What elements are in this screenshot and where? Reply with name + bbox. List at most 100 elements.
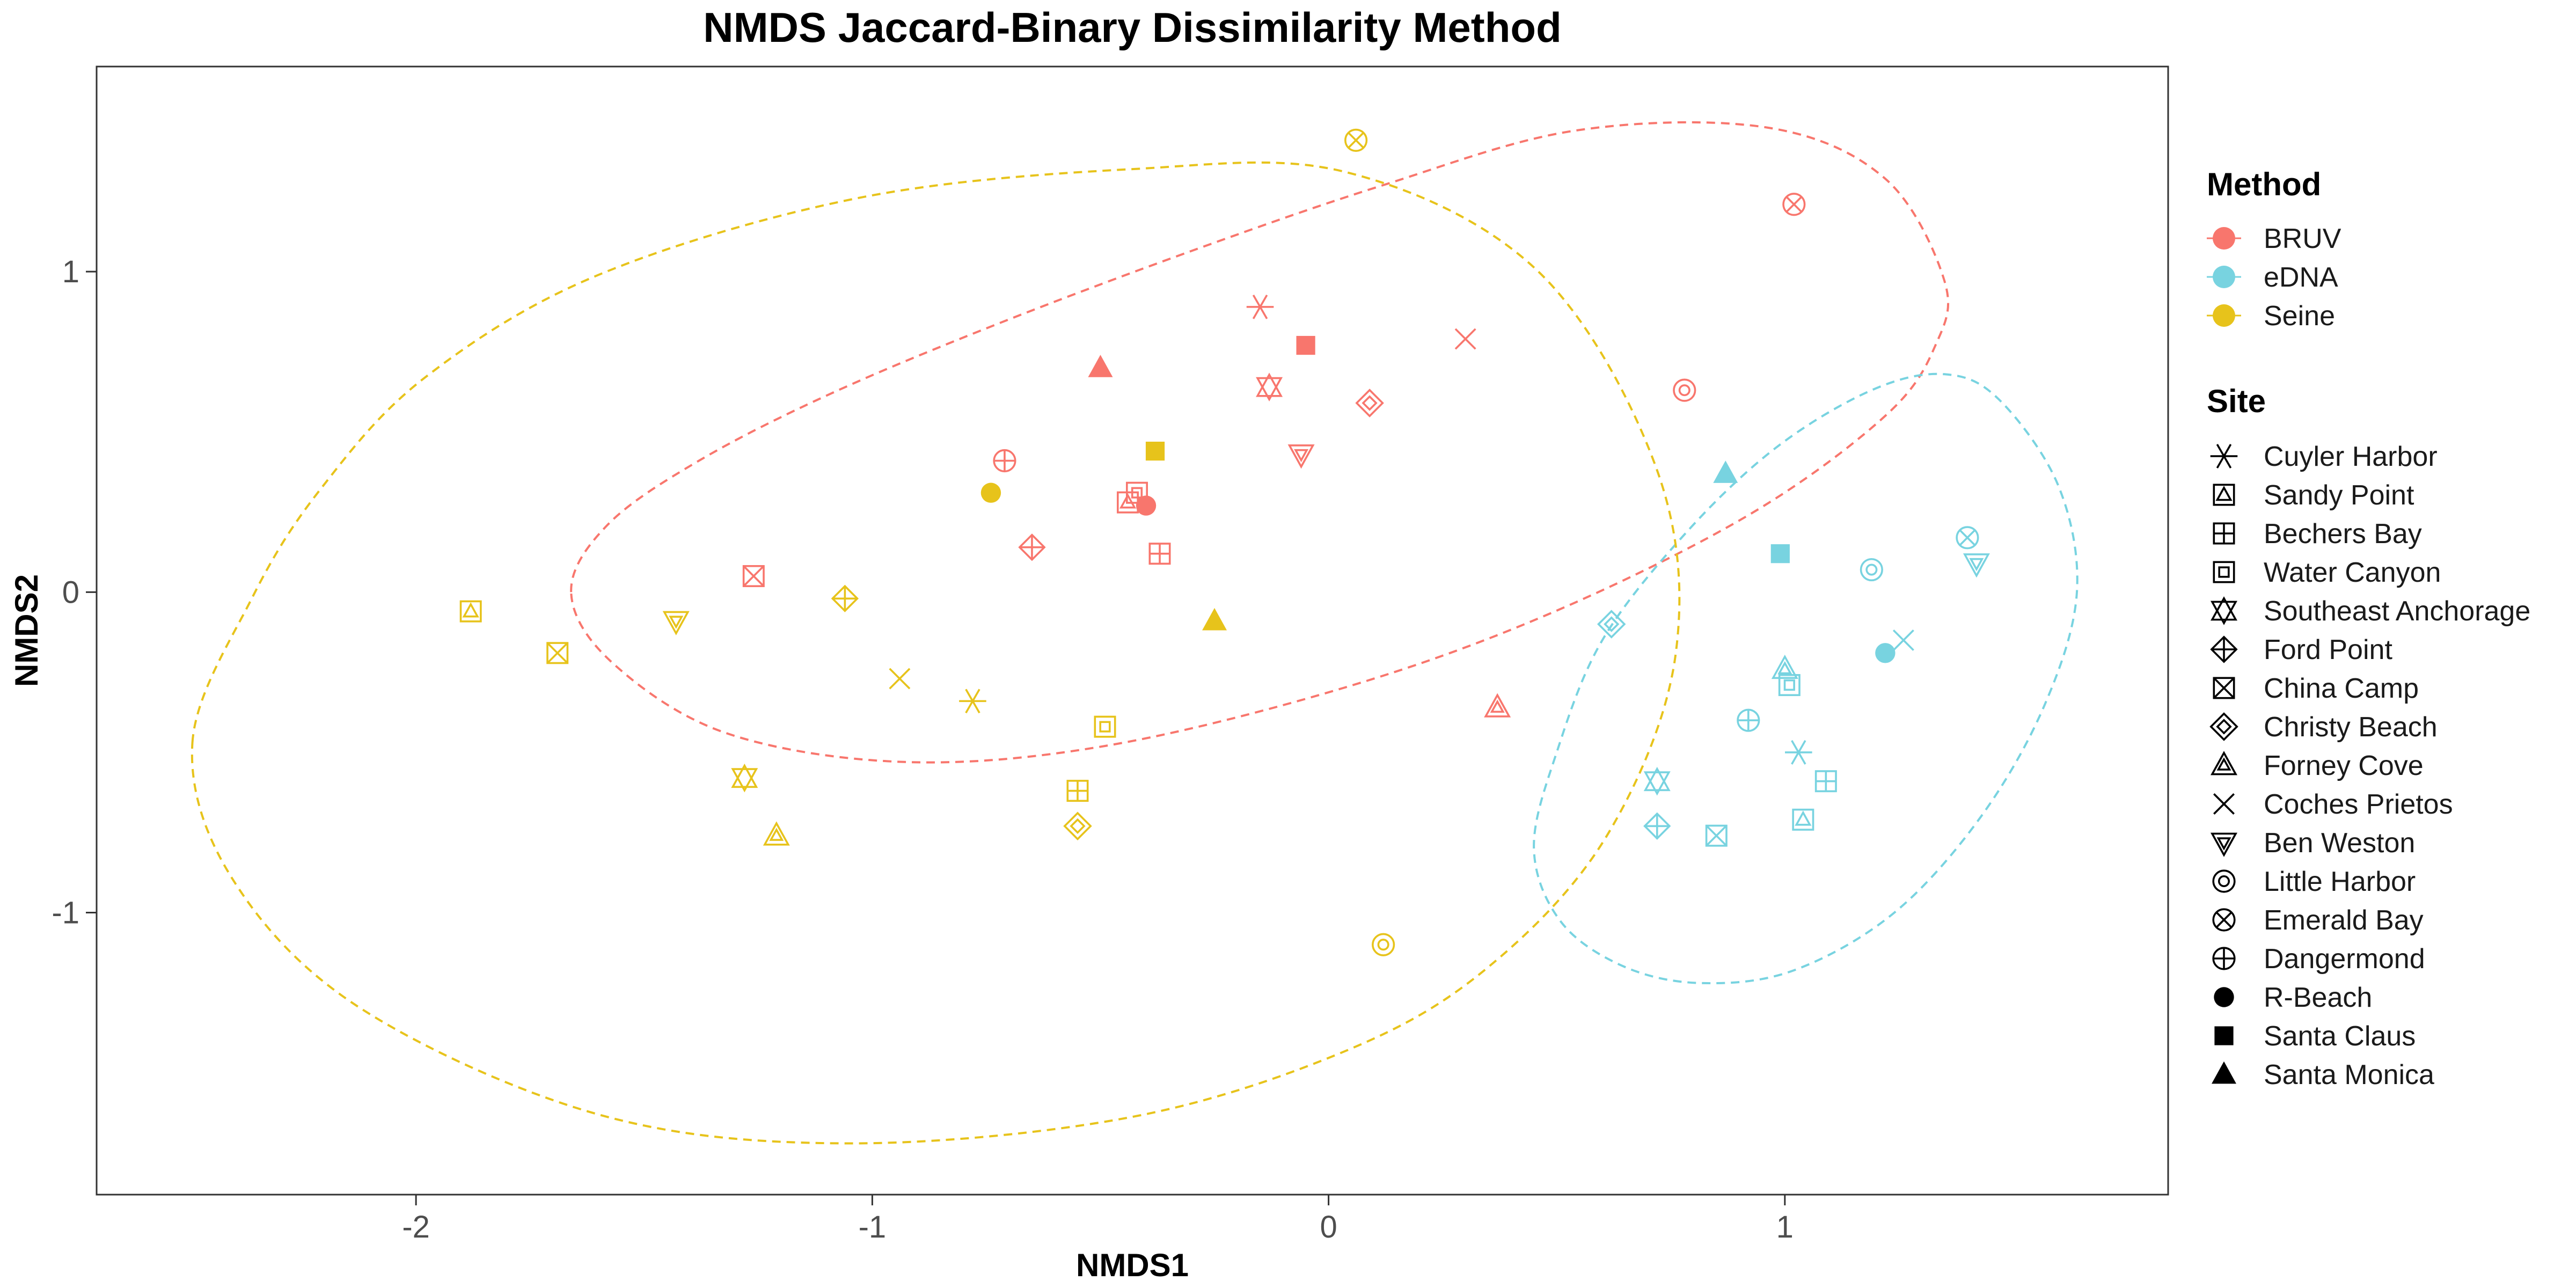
- site-legend-label: Dangermond: [2264, 943, 2425, 975]
- site-legend-item-cuyler-harbor: Cuyler Harbor: [2210, 441, 2438, 472]
- method-legend-key: [2213, 266, 2235, 288]
- point-seine-emerald-bay: [1344, 128, 1368, 152]
- x-tick-label: 1: [1776, 1210, 1794, 1245]
- point-edna-southeast-anchorage: [1643, 766, 1671, 796]
- point-edna-christy-beach: [1597, 610, 1626, 639]
- site-legend-item-dangermond: Dangermond: [2212, 943, 2425, 975]
- site-legend-item-bechers-bay: Bechers Bay: [2213, 518, 2422, 550]
- point-bruv-ben-weston: [1287, 444, 1315, 469]
- point-bruv-christy-beach: [1355, 389, 1384, 418]
- site-legend-label: Cuyler Harbor: [2264, 441, 2438, 472]
- site-legend-item-sandy-point: Sandy Point: [2213, 480, 2414, 511]
- point-edna-sandy-point: [1792, 808, 1814, 831]
- point-bruv-china-camp: [742, 565, 765, 587]
- ellipse-seine: [191, 161, 1681, 1145]
- site-legend-item-forney-cove: Forney Cove: [2211, 750, 2424, 781]
- ellipse-edna: [1533, 372, 2079, 985]
- site-legend-label: Forney Cove: [2264, 750, 2424, 781]
- method-legend-label: BRUV: [2264, 223, 2341, 254]
- method-legend-item-edna: eDNA: [2207, 262, 2338, 293]
- point-edna-santa-monica: [1713, 460, 1738, 483]
- point-bruv-little-harbor: [1673, 378, 1696, 402]
- method-legend-title: Method: [2207, 166, 2321, 202]
- point-layer: [459, 128, 1990, 956]
- point-bruv-forney-cove: [1484, 693, 1511, 718]
- site-legend-item-christy-beach: Christy Beach: [2209, 712, 2438, 743]
- legend: Method BRUV eDNA Seine Site Cuyler Harbor S…: [2207, 166, 2530, 1091]
- point-bruv-ford-point: [1018, 533, 1046, 561]
- point-seine-china-camp: [546, 642, 569, 664]
- site-legend-label: Water Canyon: [2264, 557, 2441, 588]
- point-seine-santa-monica: [1202, 608, 1227, 631]
- point-seine-cuyler-harbor: [959, 689, 986, 714]
- site-legend-label: Sandy Point: [2264, 480, 2414, 511]
- method-legend-label: eDNA: [2264, 262, 2338, 293]
- chart-title: NMDS Jaccard-Binary Dissimilarity Method: [703, 4, 1561, 51]
- y-axis-title: NMDS2: [9, 574, 45, 687]
- point-seine-little-harbor: [1372, 933, 1395, 956]
- y-tick-label: -1: [52, 896, 79, 931]
- site-legend-item-coches-prietos: Coches Prietos: [2213, 789, 2453, 820]
- point-edna-ben-weston: [1963, 553, 1990, 578]
- site-legend-label: Santa Monica: [2264, 1059, 2434, 1091]
- point-seine-christy-beach: [1063, 811, 1092, 841]
- x-tick-label: -1: [859, 1210, 887, 1245]
- point-edna-forney-cove: [1771, 654, 1798, 679]
- site-legend-label: R-Beach: [2264, 982, 2372, 1013]
- x-tick-label: 0: [1320, 1210, 1337, 1245]
- point-seine-southeast-anchorage: [731, 763, 758, 793]
- point-seine-r-beach: [980, 482, 1001, 503]
- site-legend-label: Coches Prietos: [2264, 789, 2453, 820]
- x-axis: -2 -1 0 1: [402, 1195, 1794, 1245]
- point-bruv-southeast-anchorage: [1256, 372, 1283, 401]
- point-edna-dangermond: [1737, 708, 1760, 732]
- site-legend-label: Emerald Bay: [2264, 905, 2424, 936]
- point-seine-santa-claus: [1145, 441, 1165, 461]
- site-legend-label: Little Harbor: [2264, 866, 2416, 897]
- point-edna-ford-point: [1643, 812, 1671, 840]
- site-legend-item-r-beach: R-Beach: [2214, 982, 2372, 1013]
- method-legend-key: [2213, 227, 2235, 250]
- point-seine-ben-weston: [662, 611, 690, 635]
- site-legend-item-ben-weston: Ben Weston: [2211, 828, 2415, 859]
- method-legend-label: Seine: [2264, 301, 2335, 332]
- site-legend-label: China Camp: [2264, 673, 2419, 704]
- method-legend-item-seine: Seine: [2207, 301, 2335, 332]
- x-tick-label: -2: [402, 1210, 430, 1245]
- point-edna-cuyler-harbor: [1785, 740, 1812, 765]
- site-legend-label: Christy Beach: [2264, 712, 2438, 743]
- point-edna-r-beach: [1875, 643, 1896, 663]
- point-bruv-santa-claus: [1296, 335, 1315, 355]
- point-bruv-r-beach: [1136, 495, 1157, 516]
- method-legend-item-bruv: BRUV: [2207, 223, 2341, 254]
- site-legend-item-santa-claus: Santa Claus: [2214, 1021, 2416, 1052]
- site-legend-item-china-camp: China Camp: [2213, 673, 2419, 704]
- point-edna-santa-claus: [1770, 544, 1790, 564]
- site-legend-item-santa-monica: Santa Monica: [2212, 1059, 2434, 1091]
- site-legend-label: Bechers Bay: [2264, 518, 2422, 550]
- point-bruv-emerald-bay: [1782, 193, 1806, 216]
- site-legend-item-ford-point: Ford Point: [2210, 634, 2392, 665]
- point-edna-water-canyon: [1778, 674, 1801, 697]
- point-edna-bechers-bay: [1814, 770, 1837, 793]
- method-legend-key: [2213, 304, 2235, 327]
- site-legend-title: Site: [2207, 383, 2266, 419]
- site-legend-label: Santa Claus: [2264, 1021, 2416, 1052]
- point-edna-coches-prietos: [1892, 629, 1914, 651]
- site-legend-item-water-canyon: Water Canyon: [2213, 557, 2441, 588]
- ellipse-layer: [191, 121, 2079, 1145]
- point-bruv-coches-prietos: [1454, 328, 1476, 350]
- point-seine-bechers-bay: [1066, 780, 1089, 802]
- y-axis: -1 0 1: [52, 254, 97, 931]
- point-edna-china-camp: [1705, 824, 1728, 847]
- point-seine-coches-prietos: [889, 668, 911, 690]
- y-tick-label: 0: [62, 575, 79, 610]
- point-seine-forney-cove: [763, 821, 790, 846]
- plot-panel-border: [96, 65, 2169, 1196]
- point-bruv-santa-monica: [1088, 355, 1113, 377]
- site-legend-item-southeast-anchorage: Southeast Anchorage: [2211, 596, 2530, 627]
- point-bruv-bechers-bay: [1148, 543, 1171, 565]
- point-seine-water-canyon: [1094, 715, 1116, 738]
- point-edna-emerald-bay: [1956, 526, 1979, 550]
